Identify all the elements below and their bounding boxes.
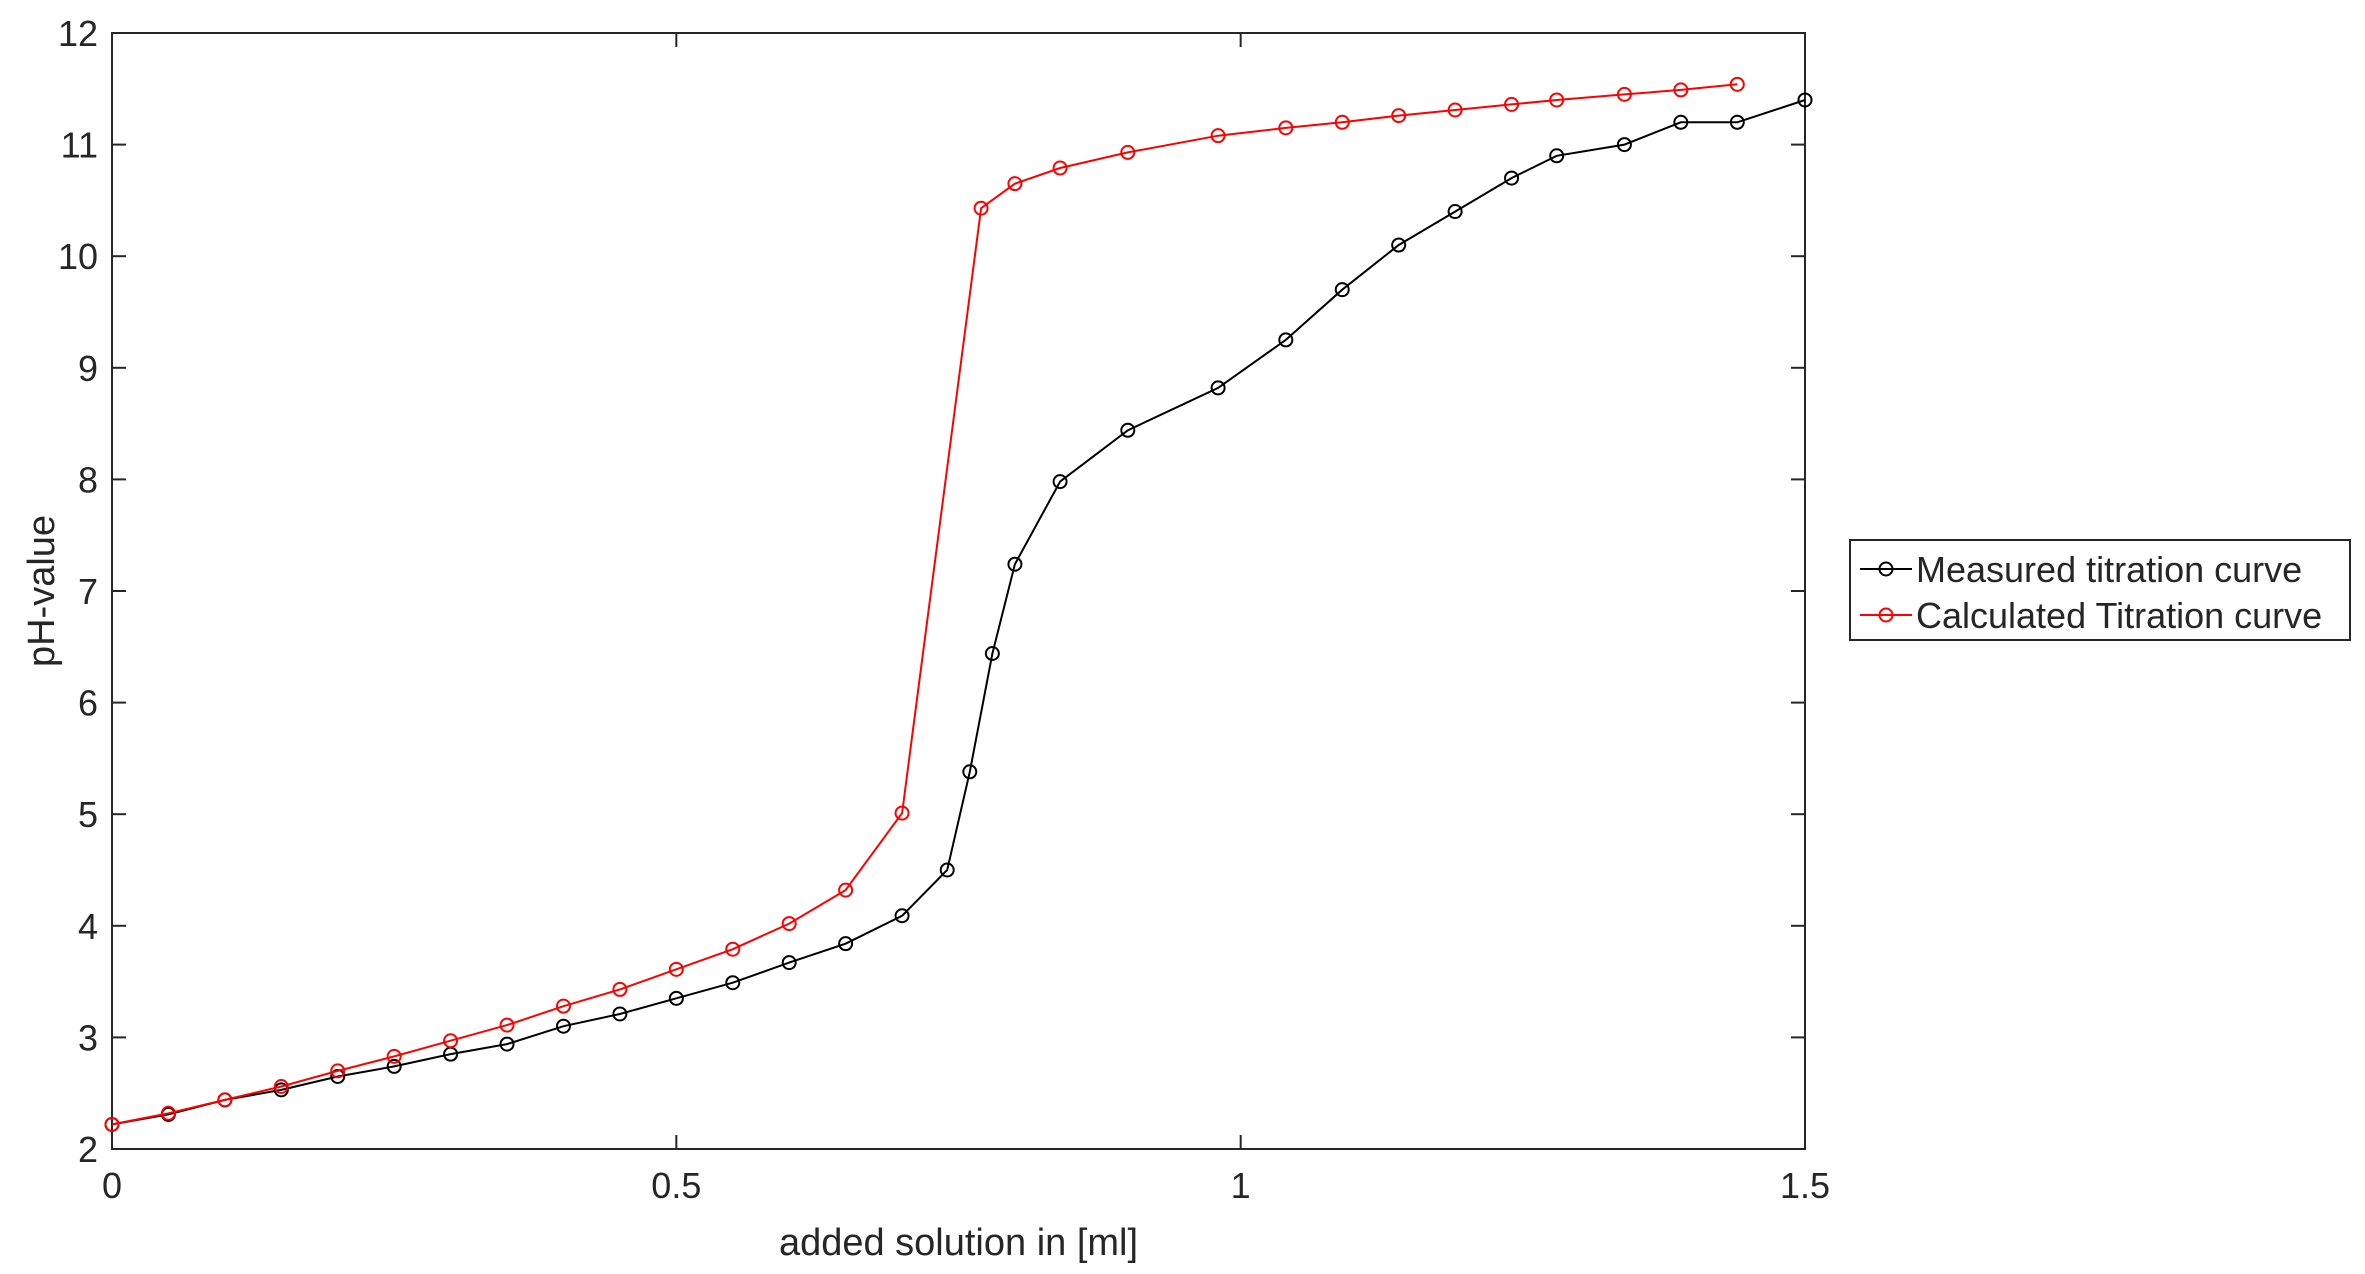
y-tick-label: 3 — [78, 1017, 98, 1058]
legend-entry: Measured titration curve — [1860, 549, 2302, 590]
data-point — [962, 764, 978, 780]
y-tick-label: 5 — [78, 794, 98, 835]
data-point — [386, 1048, 402, 1064]
legend-label: Measured titration curve — [1916, 549, 2302, 590]
y-tick-label: 8 — [78, 459, 98, 500]
x-tick-label: 0.5 — [651, 1165, 701, 1206]
data-point — [894, 908, 910, 924]
series-2 — [104, 76, 1745, 1132]
data-point — [1007, 176, 1023, 192]
legend: Measured titration curve Calculated Titra… — [1849, 539, 2351, 641]
x-tick-label: 1.5 — [1780, 1165, 1830, 1206]
data-point — [1673, 82, 1689, 98]
y-tick-label: 4 — [78, 906, 98, 947]
plot-area: 0 0.5 1 1.5 2 3 4 5 6 7 8 9 10 11 12 — [58, 13, 1830, 1206]
data-point — [1729, 114, 1745, 130]
x-tick-label: 0 — [102, 1165, 122, 1206]
legend-marker — [1878, 607, 1894, 623]
data-point — [1120, 422, 1136, 438]
data-point — [273, 1079, 289, 1095]
y-axis-title: pH-value — [21, 515, 63, 667]
data-point — [668, 990, 684, 1006]
data-point — [555, 998, 571, 1014]
data-point — [1052, 160, 1068, 176]
data-point — [1797, 92, 1813, 108]
data-point — [1278, 332, 1294, 348]
data-point — [939, 862, 955, 878]
x-tick-label: 1 — [1231, 1165, 1251, 1206]
data-point — [104, 1116, 120, 1132]
x-axis-title: added solution in [ml] — [779, 1222, 1138, 1264]
data-point — [1210, 128, 1226, 144]
data-point — [1052, 474, 1068, 490]
y-axis: 2 3 4 5 6 7 8 9 10 11 12 — [58, 13, 1805, 1170]
y-tick-label: 2 — [78, 1129, 98, 1170]
data-point — [1334, 114, 1350, 130]
data-point — [612, 981, 628, 997]
data-point — [1549, 92, 1565, 108]
data-point — [838, 936, 854, 952]
series-line — [111, 83, 1738, 1126]
legend-entries: Measured titration curve Calculated Titra… — [1860, 549, 2322, 636]
series-layer — [104, 76, 1813, 1132]
data-point — [160, 1105, 176, 1121]
data-point — [1120, 144, 1136, 160]
y-tick-label: 10 — [58, 236, 98, 277]
data-point — [668, 961, 684, 977]
data-point — [725, 941, 741, 957]
data-point — [1729, 76, 1745, 92]
data-point — [1210, 380, 1226, 396]
x-axis: 0 0.5 1 1.5 — [102, 33, 1830, 1206]
data-point — [499, 1017, 515, 1033]
y-tick-label: 7 — [78, 571, 98, 612]
legend-entry: Calculated Titration curve — [1860, 595, 2322, 636]
legend-label: Calculated Titration curve — [1916, 595, 2322, 636]
data-point — [725, 975, 741, 991]
data-point — [894, 805, 910, 821]
data-point — [1616, 137, 1632, 153]
data-point — [1007, 556, 1023, 572]
data-point — [217, 1092, 233, 1108]
data-point — [984, 645, 1000, 661]
series-line — [111, 99, 1806, 1126]
data-point — [973, 200, 989, 216]
data-point — [1447, 204, 1463, 220]
data-point — [386, 1058, 402, 1074]
legend-marker — [1878, 561, 1894, 577]
data-point — [1334, 282, 1350, 298]
plot-frame — [111, 32, 1806, 1150]
data-point — [612, 1006, 628, 1022]
y-tick-label: 12 — [58, 13, 98, 54]
data-point — [1673, 114, 1689, 130]
data-point — [781, 955, 797, 971]
data-point — [1278, 120, 1294, 136]
legend-box — [1849, 539, 2351, 641]
data-point — [1391, 237, 1407, 253]
data-point — [1616, 86, 1632, 102]
data-point — [499, 1036, 515, 1052]
y-tick-label: 9 — [78, 348, 98, 389]
data-point — [1391, 108, 1407, 124]
data-point — [1504, 170, 1520, 186]
data-point — [1447, 102, 1463, 118]
data-point — [1504, 96, 1520, 112]
y-tick-label: 11 — [61, 125, 98, 166]
y-tick-label: 6 — [78, 683, 98, 724]
data-point — [838, 882, 854, 898]
data-point — [443, 1033, 459, 1049]
data-point — [1549, 148, 1565, 164]
data-point — [555, 1018, 571, 1034]
data-point — [781, 916, 797, 932]
data-point — [330, 1063, 346, 1079]
